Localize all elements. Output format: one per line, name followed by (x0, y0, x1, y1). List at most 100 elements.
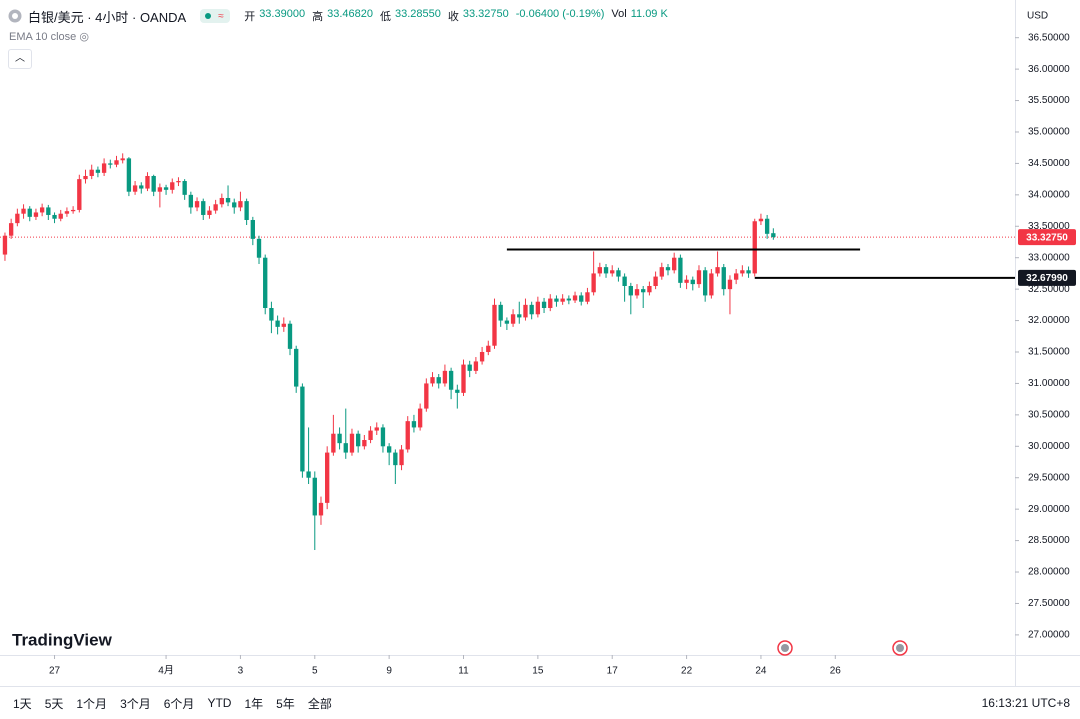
candle-body (417, 408, 423, 428)
indicator-legend: EMA 10 close ◎ (9, 30, 89, 43)
candle-body (752, 221, 757, 274)
readout-value: 33.46820 (327, 8, 373, 20)
x-tick-label: 11 (458, 666, 469, 677)
candle-body (312, 477, 317, 516)
range-button[interactable]: 1年 (244, 696, 264, 711)
candle-body (194, 201, 200, 208)
candle-body (287, 323, 293, 349)
last-price-label: 33.32750 (1026, 232, 1068, 243)
candle-body (523, 304, 528, 318)
range-button[interactable]: 6个月 (163, 696, 195, 711)
candle-body (492, 304, 497, 346)
candle-body (238, 201, 243, 208)
candle-body (281, 323, 286, 327)
symbol-title: 白银/美元 · 4小时 · OANDA (28, 9, 187, 25)
candle-body (591, 273, 596, 293)
candle-body (436, 377, 441, 384)
range-button[interactable]: 5年 (276, 696, 295, 711)
candle-body (535, 301, 541, 315)
candle-body (219, 197, 225, 205)
readout-label: 高 (312, 11, 324, 23)
readout-value: 33.39000 (259, 8, 306, 20)
candle-body (715, 267, 720, 274)
candle-body (653, 276, 658, 286)
range-button[interactable]: YTD (207, 696, 232, 710)
candle-body (461, 364, 466, 393)
candle-body (8, 223, 14, 236)
x-tick-label: 26 (830, 666, 842, 677)
candle-body (70, 209, 76, 212)
candle-body (771, 233, 776, 238)
candle-body (58, 213, 63, 219)
candle-body (641, 289, 646, 293)
candle-body (182, 181, 187, 195)
range-button[interactable]: 5天 (44, 696, 64, 711)
legend: 白银/美元 · 4小时 · OANDA ≈ 开 33.39000 高 33.46820… (8, 7, 671, 25)
candle-body (622, 276, 627, 286)
candle-body (455, 389, 460, 393)
symbol-icon (8, 9, 22, 23)
toolbar: 16:13:21 UTC+8 1天 5天 1个月 3个月 6个月 YTD 1年 5年 全部 (0, 686, 1080, 719)
ohlc-readout: 开 33.39000 高 33.46820 低 33.28550 收 33.32750 -0.0… (244, 8, 671, 24)
x-tick-label: 9 (386, 666, 392, 677)
y-tick-label: 31.50000 (1028, 347, 1070, 358)
range-button[interactable]: 1天 (13, 696, 32, 711)
candle-body (163, 187, 169, 190)
candle-body (170, 182, 175, 190)
status-badge: ≈ (200, 9, 231, 23)
candle-body (733, 273, 739, 280)
candle-body (188, 194, 194, 208)
candle-body (529, 304, 534, 315)
candle-body (610, 270, 615, 274)
candle-body (77, 179, 82, 210)
y-tick-label: 36.00000 (1028, 64, 1070, 75)
currency: USD (1027, 11, 1048, 22)
candle-body (300, 386, 305, 472)
candle-body (362, 440, 367, 447)
volume-value: 11.09 K (630, 8, 668, 20)
range-button[interactable]: 3个月 (120, 696, 151, 711)
candle-body (616, 270, 621, 277)
candle-body (579, 295, 584, 302)
candle-body (306, 471, 311, 478)
candle-body (758, 218, 764, 222)
clock: 16:13:21 UTC+8 (981, 696, 1070, 710)
candle-body (331, 433, 336, 453)
y-tick-label: 29.50000 (1028, 472, 1070, 483)
candle-body (703, 270, 708, 296)
candle-body (764, 218, 770, 234)
range-button[interactable]: 1个月 (76, 696, 108, 711)
y-tick-label: 29.00000 (1028, 504, 1070, 515)
candle-body (46, 207, 51, 215)
candle-body (256, 238, 262, 258)
candle-body (690, 279, 695, 285)
candle-body (721, 267, 726, 290)
x-tick-label: 4月 (158, 665, 174, 677)
candle-body (684, 279, 689, 283)
eye-icon[interactable]: ◎ (79, 31, 89, 43)
y-tick-label: 30.00000 (1028, 441, 1070, 452)
candle-body (672, 257, 677, 271)
candle-body (39, 207, 45, 213)
collapse-button[interactable]: ︿ (8, 49, 32, 69)
event-icon-inner (781, 644, 789, 652)
candle-body (399, 449, 404, 466)
candle-body (269, 307, 274, 321)
candle-body (504, 320, 510, 324)
range-button[interactable]: 全部 (307, 696, 332, 711)
candle-body (225, 197, 231, 203)
candle-body (634, 289, 640, 296)
candle-body (566, 298, 572, 301)
event-icon-inner (896, 644, 904, 652)
candle-body (467, 364, 472, 371)
candle-body (33, 212, 39, 217)
candle-body (250, 219, 255, 239)
chart: USD 27.00000 27.50000 28.00000 28.50000 29.00… (0, 0, 1080, 686)
y-tick-label: 35.00000 (1028, 127, 1070, 138)
candle-body (709, 273, 714, 296)
y-tick-label: 27.50000 (1028, 598, 1070, 609)
y-tick-label: 35.50000 (1028, 95, 1070, 106)
price-label-bg (1018, 269, 1076, 286)
y-tick-label: 27.00000 (1028, 630, 1070, 641)
